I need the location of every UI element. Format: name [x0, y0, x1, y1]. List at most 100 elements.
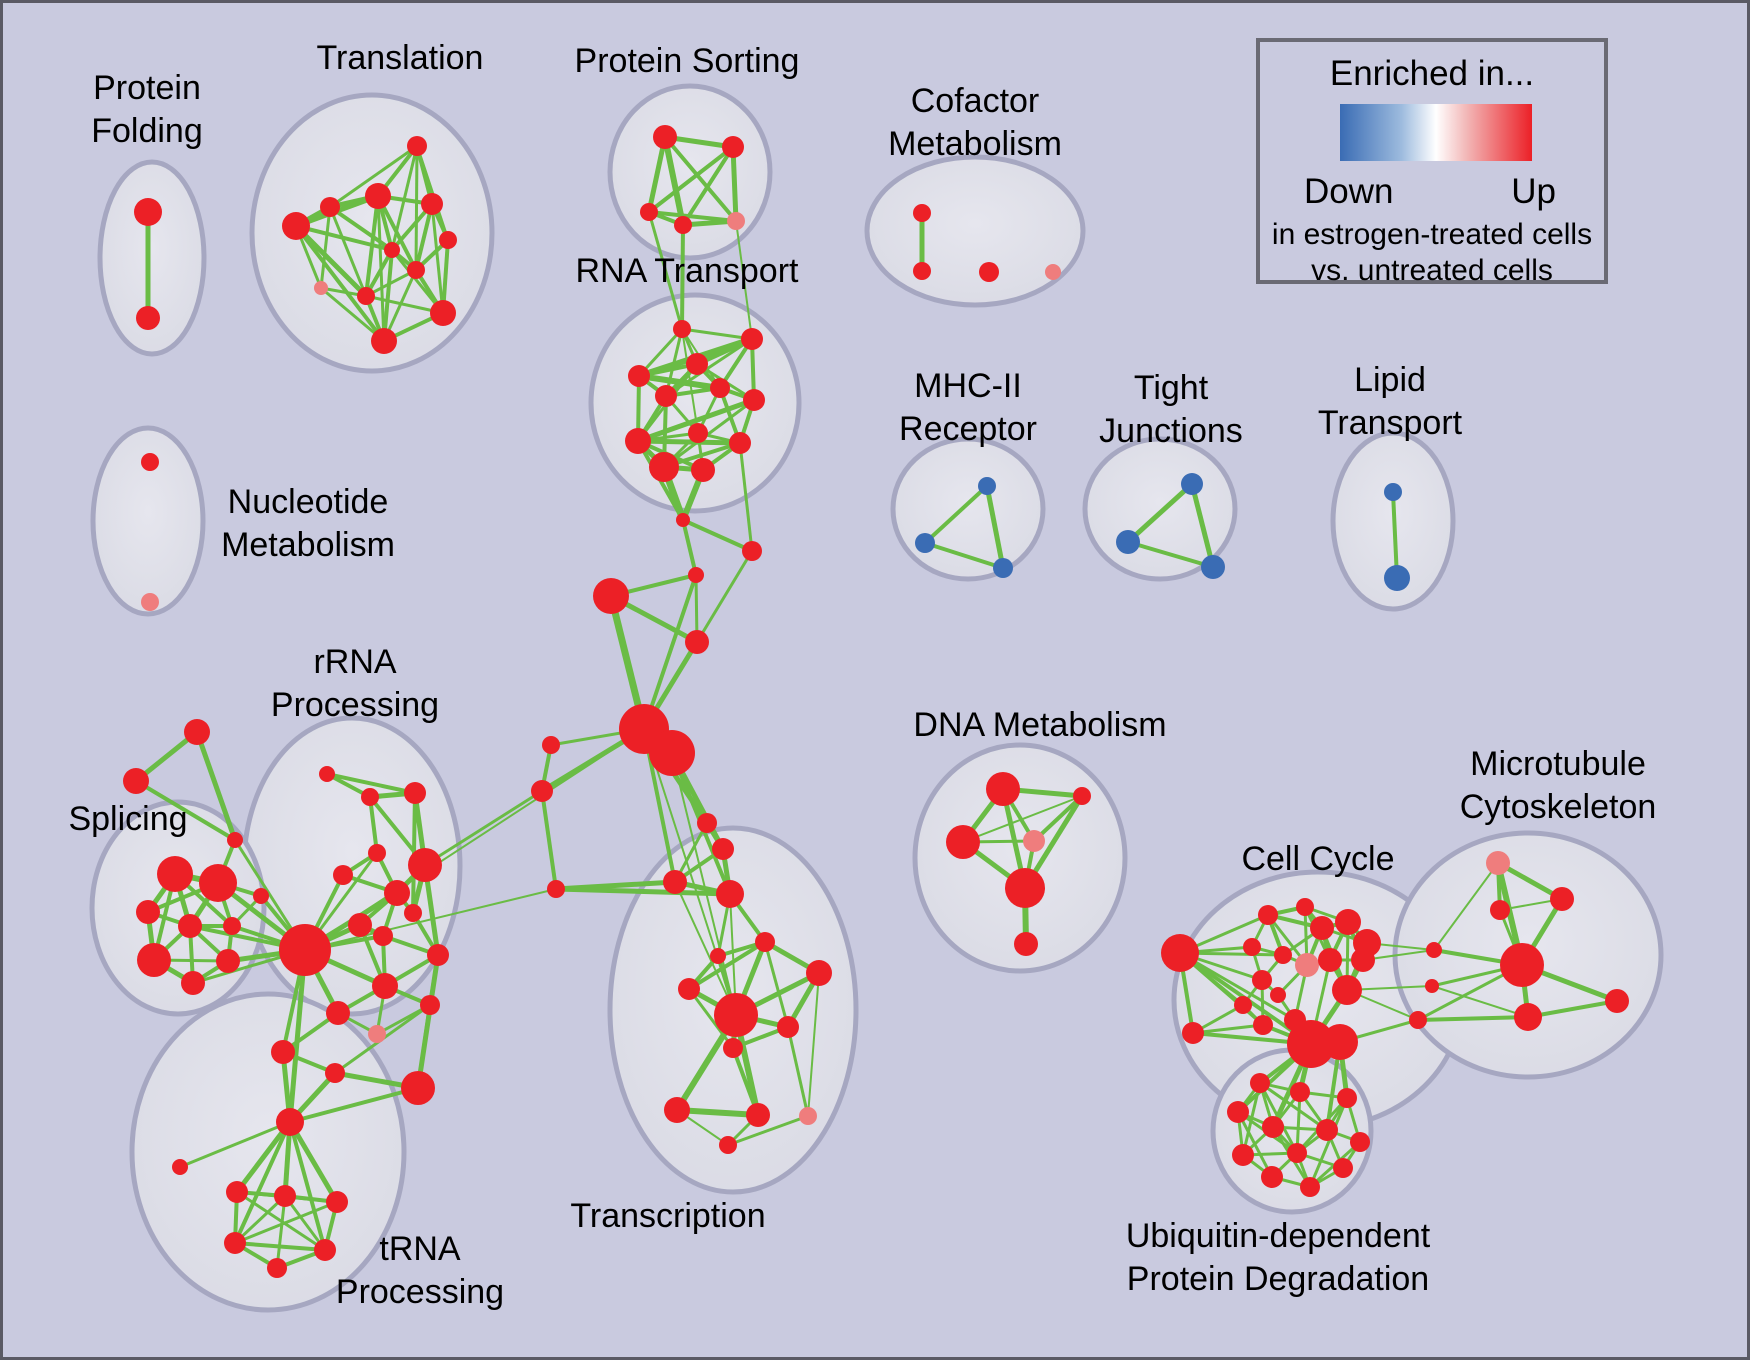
- node-ps5: [727, 212, 745, 230]
- edge-tl6-tl12: [382, 249, 394, 342]
- cluster-label-rna-transport: RNA Transport: [576, 252, 800, 290]
- cluster-label-transcription: Transcription: [570, 1197, 765, 1235]
- node-sp1: [157, 856, 193, 892]
- edge-tl5-tl6: [295, 224, 393, 252]
- node-tn7: [326, 1191, 348, 1213]
- cluster-label-cell-cycle: Cell Cycle: [1241, 840, 1394, 878]
- edge-ex1-tx4: [555, 886, 731, 897]
- edge-tnH-tn9: [288, 1121, 327, 1251]
- edge-sp10-sp11: [134, 730, 199, 783]
- node-ch1: [676, 513, 690, 527]
- edge-tj1-tj3: [1189, 483, 1216, 568]
- edge-tnH-tn7: [287, 1120, 340, 1204]
- edge-ch3-ch6: [642, 574, 698, 730]
- node-tl2: [365, 183, 391, 209]
- node-rr15: [368, 1025, 386, 1043]
- node-tn3: [401, 1071, 435, 1105]
- node-tl4: [421, 193, 443, 215]
- node-mt6: [1514, 1003, 1542, 1031]
- node-tx5: [755, 932, 775, 952]
- edge-tl1-tl8: [414, 145, 419, 271]
- node-pf2: [136, 306, 160, 330]
- legend-down-label: Down: [1304, 172, 1394, 211]
- node-sp2: [199, 864, 237, 902]
- edge-ps3-ps5: [648, 210, 737, 223]
- node-tl10: [357, 287, 375, 305]
- edge-tn6-tn10: [275, 1195, 287, 1269]
- node-cc16: [1253, 1015, 1273, 1035]
- node-tx9: [678, 978, 700, 1000]
- node-tx13: [746, 1103, 770, 1127]
- cluster-label-trna-processing-line1: tRNA: [379, 1230, 461, 1268]
- node-mh1: [978, 477, 996, 495]
- legend: Enriched in... Down Up in estrogen-treat…: [1256, 38, 1608, 287]
- node-dm5: [1005, 868, 1045, 908]
- node-tl12: [371, 328, 397, 354]
- edge-tl3-tl6: [328, 205, 394, 252]
- node-ub9: [1287, 1143, 1307, 1163]
- node-tj1: [1181, 473, 1203, 495]
- node-ch5: [685, 630, 709, 654]
- edge-dm2-dm3: [962, 795, 1083, 843]
- node-ex1: [547, 880, 565, 898]
- edge-cc16-cc17: [1192, 1023, 1264, 1035]
- edge-ps1-ps5: [663, 135, 738, 223]
- legend-axis-labels: Down Up: [1304, 172, 1556, 212]
- edge-tnH-tn5: [235, 1120, 292, 1194]
- legend-up-label: Up: [1511, 172, 1556, 211]
- node-rr11: [427, 944, 449, 966]
- edge-mh1-mh3: [984, 485, 1006, 569]
- edge-tx9-tx11: [687, 988, 735, 1049]
- edge-tx3-tx8: [674, 881, 737, 1016]
- node-rt12: [691, 458, 715, 482]
- edge-rrH-tnH: [287, 949, 308, 1123]
- node-tn9: [314, 1239, 336, 1261]
- node-nm2: [141, 593, 159, 611]
- node-tnH: [276, 1108, 304, 1136]
- node-rt4: [686, 353, 708, 375]
- node-cf4: [1045, 264, 1061, 280]
- edge-rt7-rt11: [663, 398, 755, 469]
- node-sp10: [184, 719, 210, 745]
- node-rt3: [628, 365, 650, 387]
- edge-mtj3-mt6: [1417, 1015, 1529, 1022]
- node-rt10: [729, 432, 751, 454]
- edge-lp1-lp2: [1391, 491, 1399, 579]
- cluster-label-tight-junctions-line1: Tight: [1134, 369, 1209, 407]
- node-rr6: [384, 880, 410, 906]
- node-rr10: [404, 904, 422, 922]
- edge-ch1-ch2: [682, 518, 753, 553]
- cluster-ellipse-protein-sorting: [607, 83, 773, 261]
- node-tj2: [1116, 530, 1140, 554]
- cluster-label-ubiquitin-degradation-line2: Protein Degradation: [1127, 1260, 1429, 1298]
- edge-ch9-rr7: [424, 789, 543, 867]
- edge-tx14-tx15: [727, 1114, 809, 1147]
- node-mt1: [1486, 851, 1510, 875]
- edge-rt9-rt10: [637, 438, 741, 446]
- legend-title: Enriched in...: [1329, 54, 1535, 93]
- cluster-label-nucleotide-metabolism-line1: Nucleotide: [228, 483, 389, 521]
- node-sp4: [178, 914, 202, 938]
- edge-tn6-tn9: [283, 1195, 327, 1251]
- legend-gradient-bar: [1340, 104, 1532, 161]
- edge-ps3-rt1: [647, 211, 684, 330]
- cluster-label-tight-junctions-line2: Junctions: [1099, 412, 1243, 450]
- node-rt11: [649, 452, 679, 482]
- edge-tl1-tl3: [329, 144, 418, 209]
- node-nm1: [141, 453, 159, 471]
- node-ub4: [1227, 1101, 1249, 1123]
- node-rrH: [279, 924, 331, 976]
- edge-tx12-tx13: [676, 1107, 759, 1118]
- cluster-ellipse-ubiquitin-degradation: [1210, 1047, 1374, 1215]
- node-cc14: [1270, 987, 1286, 1003]
- node-ch3: [688, 567, 704, 583]
- node-ch8: [542, 736, 560, 754]
- node-cc12: [1332, 975, 1362, 1005]
- node-ub2: [1290, 1082, 1310, 1102]
- cluster-ellipse-nucleotide-metabolism: [90, 425, 206, 617]
- node-dm1: [986, 772, 1020, 806]
- edge-tl3-tl10: [328, 206, 368, 297]
- cluster-label-ubiquitin-degradation-line1: Ubiquitin-dependent: [1126, 1217, 1431, 1255]
- node-rt7: [743, 389, 765, 411]
- edge-tj2-tj3: [1127, 540, 1214, 569]
